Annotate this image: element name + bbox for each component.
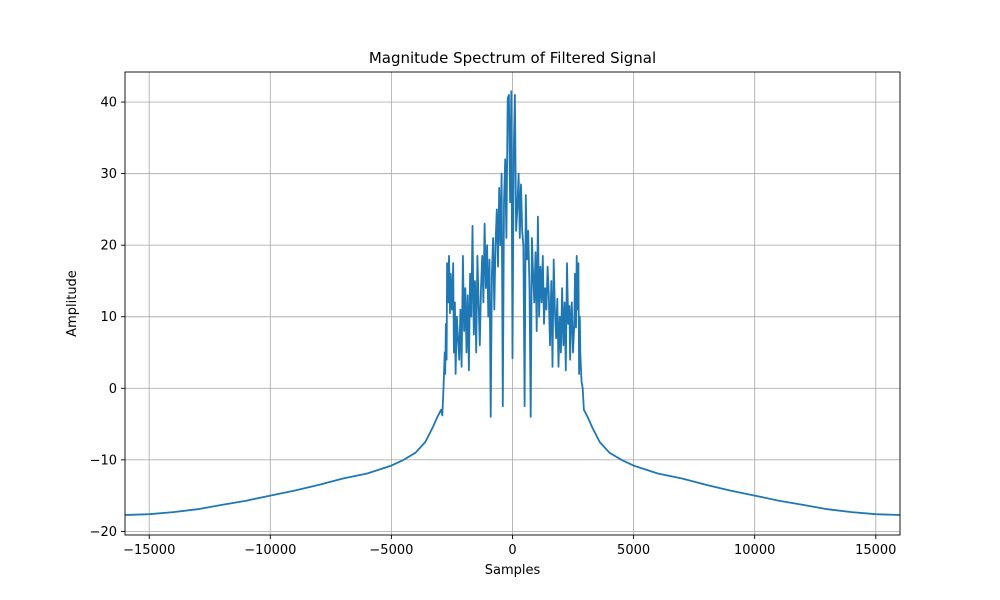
x-tick-label: −15000 [123, 543, 175, 558]
x-tick-label: 10000 [734, 543, 775, 558]
y-tick-label: 10 [100, 310, 117, 325]
y-tick-label: 0 [109, 382, 117, 397]
axis-ticks: −15000 −10000 −5000 0 5000 10000 15000 −20 −10 0 1… [90, 96, 897, 558]
y-tick-label: −20 [90, 525, 117, 540]
x-tick-label: 5000 [617, 543, 650, 558]
series-layer [124, 90, 901, 516]
x-tick-label: −5000 [369, 543, 413, 558]
y-tick-label: 30 [100, 167, 117, 182]
series-line [124, 90, 901, 516]
y-tick-label: 40 [100, 96, 117, 111]
x-axis-title: Samples [485, 563, 541, 578]
x-tick-label: 0 [508, 543, 516, 558]
y-axis-title: Amplitude [65, 270, 80, 337]
x-tick-label: −10000 [244, 543, 296, 558]
chart-title: Magnitude Spectrum of Filtered Signal [369, 49, 656, 67]
y-tick-label: 20 [100, 239, 117, 254]
x-tick-label: 15000 [855, 543, 896, 558]
y-tick-label: −10 [90, 453, 117, 468]
